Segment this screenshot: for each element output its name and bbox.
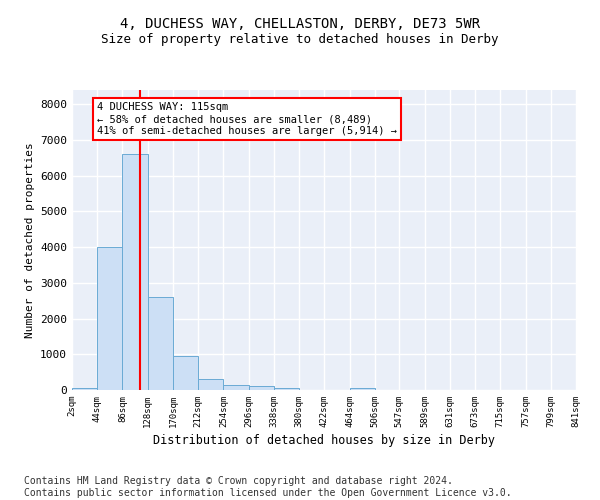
Bar xyxy=(122,154,148,390)
Bar xyxy=(350,388,375,390)
Text: Size of property relative to detached houses in Derby: Size of property relative to detached ho… xyxy=(101,32,499,46)
Text: Contains HM Land Registry data © Crown copyright and database right 2024.
Contai: Contains HM Land Registry data © Crown c… xyxy=(24,476,512,498)
Text: 4, DUCHESS WAY, CHELLASTON, DERBY, DE73 5WR: 4, DUCHESS WAY, CHELLASTON, DERBY, DE73 … xyxy=(120,18,480,32)
Bar xyxy=(248,386,274,390)
X-axis label: Distribution of detached houses by size in Derby: Distribution of detached houses by size … xyxy=(153,434,495,447)
Bar xyxy=(72,388,97,390)
Bar xyxy=(198,379,223,390)
Bar xyxy=(173,356,198,390)
Bar xyxy=(274,388,299,390)
Bar xyxy=(223,385,248,390)
Text: 4 DUCHESS WAY: 115sqm
← 58% of detached houses are smaller (8,489)
41% of semi-d: 4 DUCHESS WAY: 115sqm ← 58% of detached … xyxy=(97,102,397,136)
Y-axis label: Number of detached properties: Number of detached properties xyxy=(25,142,35,338)
Bar xyxy=(97,247,122,390)
Bar xyxy=(148,297,173,390)
